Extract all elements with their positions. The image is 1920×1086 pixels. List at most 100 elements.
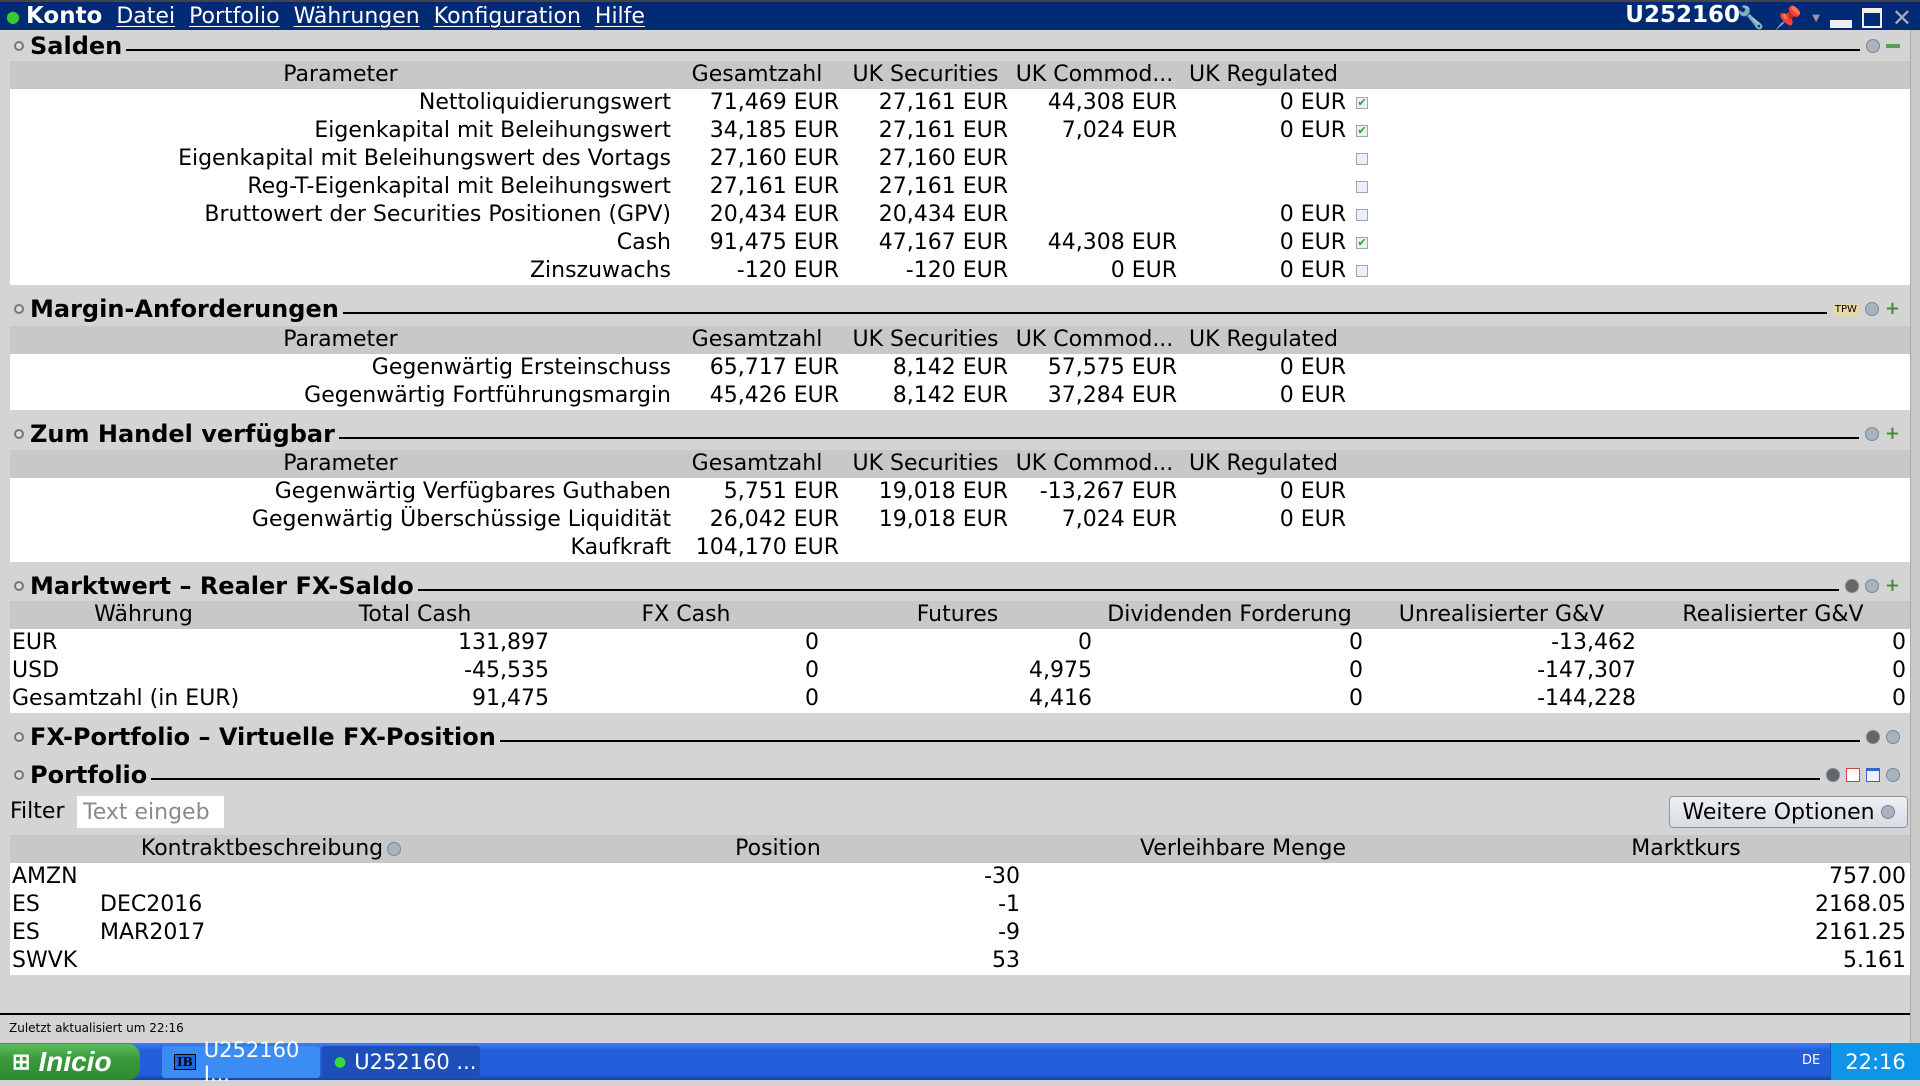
divider	[417, 589, 1839, 591]
column-header[interactable]: UK Regulated	[1189, 327, 1338, 352]
column-header[interactable]: FX Cash	[641, 602, 731, 627]
column-header[interactable]: UK Commod...	[1015, 451, 1174, 476]
column-header[interactable]: Marktkurs	[1466, 835, 1910, 863]
help-icon[interactable]	[1886, 730, 1900, 744]
position-cell: 53	[992, 948, 1020, 973]
data-table: Parameter Gesamtzahl UK Securities UK Commo…	[10, 450, 1910, 562]
account-id: U252160	[1625, 2, 1740, 28]
table-row: AMZN -30 757.00	[10, 863, 1910, 891]
column-header[interactable]: UK Commod...	[1015, 327, 1174, 352]
column-header[interactable]: Position	[536, 835, 1024, 863]
minimize-section-icon[interactable]	[1886, 44, 1900, 48]
checkbox[interactable]	[1356, 265, 1368, 277]
column-header[interactable]: Gesamtzahl	[691, 327, 823, 352]
checkbox[interactable]: ✔	[1356, 124, 1368, 137]
table-cell: 71,469 EUR	[709, 90, 839, 115]
help-icon[interactable]	[1864, 579, 1879, 593]
tpw-icon[interactable]: TPW	[1832, 303, 1859, 315]
checkbox[interactable]: ✔	[1356, 236, 1368, 249]
add-icon[interactable]: +	[1884, 298, 1900, 319]
contract-cell[interactable]: SWVK	[10, 947, 536, 975]
pin-icon[interactable]: 📌	[1774, 5, 1803, 31]
collapse-toggle-icon[interactable]	[14, 304, 24, 314]
maximize-button[interactable]	[1861, 8, 1882, 28]
column-header[interactable]: Dividenden Forderung	[1107, 602, 1352, 627]
lendable-cell	[1024, 947, 1466, 975]
column-header[interactable]: Währung	[94, 602, 193, 627]
window-icon[interactable]	[1866, 768, 1880, 782]
calendar-icon[interactable]	[1846, 768, 1860, 782]
start-button[interactable]: ⊞ Inicio	[0, 1044, 140, 1080]
column-header[interactable]: Unrealisierter G&V	[1398, 602, 1605, 627]
contract-cell[interactable]: ES MAR2017	[10, 919, 536, 947]
divider	[342, 312, 1827, 314]
task-button-2[interactable]: ● U252160 ...	[322, 1046, 480, 1078]
add-icon[interactable]: +	[1884, 423, 1900, 444]
sort-ascending-icon[interactable]	[387, 842, 402, 856]
collapse-toggle-icon[interactable]	[14, 581, 24, 591]
contract-cell[interactable]: ES DEC2016	[10, 891, 536, 919]
column-header[interactable]: Realisierter G&V	[1682, 602, 1864, 627]
collapse-toggle-icon[interactable]	[14, 732, 24, 742]
filter-label: Filter	[10, 799, 65, 824]
data-table: Parameter Gesamtzahl UK Securities UK Commo…	[10, 326, 1910, 410]
table-cell: Nettoliquidierungswert	[418, 90, 671, 115]
checkbox[interactable]	[1356, 209, 1368, 221]
link-icon[interactable]	[1844, 579, 1859, 593]
filter-input[interactable]	[77, 796, 224, 828]
contract-cell[interactable]: AMZN	[10, 863, 536, 891]
task-label: U252160 ...	[354, 1050, 477, 1074]
table-cell: -120 EUR	[905, 258, 1008, 283]
column-header[interactable]: Parameter	[283, 62, 398, 87]
add-icon[interactable]: +	[1884, 575, 1900, 596]
task-button-1[interactable]: IB U252160 I...	[162, 1038, 320, 1086]
help-icon[interactable]	[1866, 39, 1880, 53]
menu-datei[interactable]: Datei	[116, 3, 176, 29]
menu-portfolio[interactable]: Portfolio	[189, 3, 280, 29]
collapse-toggle-icon[interactable]	[14, 770, 24, 780]
collapse-toggle-icon[interactable]	[14, 41, 24, 51]
column-header[interactable]: UK Commod...	[1015, 62, 1174, 87]
column-header[interactable]: UK Regulated	[1189, 62, 1338, 87]
more-options-button[interactable]: Weitere Optionen	[1669, 796, 1908, 828]
menu-waehrungen[interactable]: Währungen	[293, 3, 420, 29]
help-icon[interactable]	[1886, 768, 1900, 782]
column-header[interactable]: Verleihbare Menge	[1024, 835, 1466, 863]
column-header[interactable]: UK Securities	[852, 451, 999, 476]
checkbox[interactable]	[1356, 153, 1368, 165]
table-cell: 0	[805, 630, 819, 655]
minimize-button[interactable]	[1829, 20, 1852, 28]
table-cell: Gegenwärtig Ersteinschuss	[371, 355, 671, 380]
checkbox[interactable]	[1356, 181, 1368, 193]
table-cell	[843, 534, 1012, 562]
table-row: Gegenwärtig Verfügbares Guthaben 5,751 EU…	[10, 478, 1910, 506]
scrollbar[interactable]	[1910, 30, 1920, 1043]
link-icon[interactable]	[1826, 768, 1840, 782]
link-icon[interactable]	[1866, 730, 1880, 744]
table-cell: USD	[12, 658, 60, 683]
table-header-row: Parameter Gesamtzahl UK Securities UK Commo…	[10, 61, 1910, 89]
help-icon[interactable]	[1864, 427, 1879, 441]
column-header[interactable]: Gesamtzahl	[691, 451, 823, 476]
menu-hilfe[interactable]: Hilfe	[594, 3, 645, 29]
column-header[interactable]: Total Cash	[358, 602, 472, 627]
column-header[interactable]: Gesamtzahl	[691, 62, 823, 87]
wrench-icon[interactable]: 🔧	[1737, 5, 1765, 31]
close-button[interactable]: ✕	[1891, 4, 1912, 32]
column-header[interactable]: Futures	[916, 602, 999, 627]
help-icon[interactable]	[1864, 302, 1879, 316]
language-indicator[interactable]: DE	[1802, 1053, 1821, 1068]
table-cell: 65,717 EUR	[709, 355, 839, 380]
column-header[interactable]: UK Securities	[852, 327, 999, 352]
column-header[interactable]: Kontraktbeschreibung	[10, 835, 536, 863]
column-header[interactable]: Parameter	[283, 327, 398, 352]
symbol: SWVK	[12, 948, 78, 973]
dropdown-icon[interactable]: ▼	[1812, 12, 1820, 24]
checkbox[interactable]: ✔	[1356, 96, 1368, 109]
collapse-toggle-icon[interactable]	[14, 429, 24, 439]
column-header[interactable]: UK Securities	[852, 62, 999, 87]
column-header[interactable]: Parameter	[283, 451, 398, 476]
table-header-row: Währung Total Cash FX Cash Futures Dividende…	[10, 601, 1910, 629]
column-header[interactable]: UK Regulated	[1189, 451, 1338, 476]
menu-konfiguration[interactable]: Konfiguration	[433, 3, 581, 29]
